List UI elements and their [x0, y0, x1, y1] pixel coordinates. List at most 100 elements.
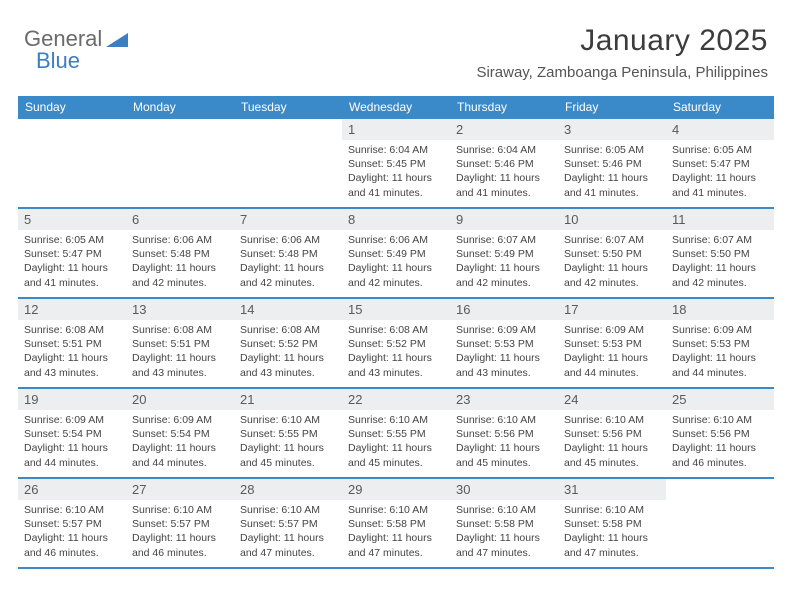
sunset-line: Sunset: 5:57 PM	[132, 517, 228, 531]
day-body: Sunrise: 6:04 AMSunset: 5:45 PMDaylight:…	[342, 140, 450, 206]
sunset-line: Sunset: 5:49 PM	[456, 247, 552, 261]
day-cell: 14Sunrise: 6:08 AMSunset: 5:52 PMDayligh…	[234, 299, 342, 387]
sunset-line: Sunset: 5:56 PM	[672, 427, 768, 441]
daylight-line: Daylight: 11 hours and 43 minutes.	[132, 351, 228, 379]
sunrise-line: Sunrise: 6:08 AM	[132, 323, 228, 337]
day-body: Sunrise: 6:08 AMSunset: 5:51 PMDaylight:…	[18, 320, 126, 386]
day-number: 31	[558, 479, 666, 500]
day-number: 15	[342, 299, 450, 320]
day-body: Sunrise: 6:05 AMSunset: 5:47 PMDaylight:…	[18, 230, 126, 296]
day-number: 30	[450, 479, 558, 500]
daylight-line: Daylight: 11 hours and 47 minutes.	[348, 531, 444, 559]
dow-monday: Monday	[126, 96, 234, 119]
day-body: Sunrise: 6:09 AMSunset: 5:53 PMDaylight:…	[666, 320, 774, 386]
sunrise-line: Sunrise: 6:09 AM	[564, 323, 660, 337]
daylight-line: Daylight: 11 hours and 44 minutes.	[132, 441, 228, 469]
day-body: Sunrise: 6:06 AMSunset: 5:49 PMDaylight:…	[342, 230, 450, 296]
week-row: 12Sunrise: 6:08 AMSunset: 5:51 PMDayligh…	[18, 299, 774, 389]
daylight-line: Daylight: 11 hours and 44 minutes.	[672, 351, 768, 379]
day-number: 5	[18, 209, 126, 230]
day-body: Sunrise: 6:07 AMSunset: 5:49 PMDaylight:…	[450, 230, 558, 296]
day-number: 1	[342, 119, 450, 140]
daylight-line: Daylight: 11 hours and 41 minutes.	[456, 171, 552, 199]
day-number: 26	[18, 479, 126, 500]
day-number: 8	[342, 209, 450, 230]
day-number: 16	[450, 299, 558, 320]
day-number: 25	[666, 389, 774, 410]
sunrise-line: Sunrise: 6:07 AM	[672, 233, 768, 247]
day-body: Sunrise: 6:10 AMSunset: 5:58 PMDaylight:…	[558, 500, 666, 566]
sunrise-line: Sunrise: 6:09 AM	[672, 323, 768, 337]
day-cell: 25Sunrise: 6:10 AMSunset: 5:56 PMDayligh…	[666, 389, 774, 477]
page-subtitle: Siraway, Zamboanga Peninsula, Philippine…	[476, 64, 768, 81]
day-cell	[234, 119, 342, 207]
daylight-line: Daylight: 11 hours and 42 minutes.	[240, 261, 336, 289]
daylight-line: Daylight: 11 hours and 43 minutes.	[456, 351, 552, 379]
sunset-line: Sunset: 5:55 PM	[240, 427, 336, 441]
day-number: 13	[126, 299, 234, 320]
sunrise-line: Sunrise: 6:08 AM	[240, 323, 336, 337]
day-number: 27	[126, 479, 234, 500]
day-cell: 20Sunrise: 6:09 AMSunset: 5:54 PMDayligh…	[126, 389, 234, 477]
day-body: Sunrise: 6:10 AMSunset: 5:56 PMDaylight:…	[666, 410, 774, 476]
sunset-line: Sunset: 5:45 PM	[348, 157, 444, 171]
day-number: 10	[558, 209, 666, 230]
sunrise-line: Sunrise: 6:10 AM	[672, 413, 768, 427]
daylight-line: Daylight: 11 hours and 45 minutes.	[456, 441, 552, 469]
calendar: SundayMondayTuesdayWednesdayThursdayFrid…	[18, 96, 774, 569]
daylight-line: Daylight: 11 hours and 43 minutes.	[240, 351, 336, 379]
day-number: 14	[234, 299, 342, 320]
day-cell: 29Sunrise: 6:10 AMSunset: 5:58 PMDayligh…	[342, 479, 450, 567]
sunset-line: Sunset: 5:58 PM	[564, 517, 660, 531]
sunset-line: Sunset: 5:53 PM	[564, 337, 660, 351]
sunset-line: Sunset: 5:51 PM	[132, 337, 228, 351]
dow-sunday: Sunday	[18, 96, 126, 119]
daylight-line: Daylight: 11 hours and 42 minutes.	[348, 261, 444, 289]
daylight-line: Daylight: 11 hours and 47 minutes.	[240, 531, 336, 559]
day-body: Sunrise: 6:05 AMSunset: 5:47 PMDaylight:…	[666, 140, 774, 206]
sunrise-line: Sunrise: 6:09 AM	[132, 413, 228, 427]
day-body: Sunrise: 6:10 AMSunset: 5:57 PMDaylight:…	[18, 500, 126, 566]
sunrise-line: Sunrise: 6:10 AM	[456, 503, 552, 517]
daylight-line: Daylight: 11 hours and 46 minutes.	[672, 441, 768, 469]
day-body: Sunrise: 6:09 AMSunset: 5:53 PMDaylight:…	[558, 320, 666, 386]
sunset-line: Sunset: 5:48 PM	[132, 247, 228, 261]
sunset-line: Sunset: 5:54 PM	[132, 427, 228, 441]
daylight-line: Daylight: 11 hours and 43 minutes.	[348, 351, 444, 379]
day-number: 29	[342, 479, 450, 500]
daylight-line: Daylight: 11 hours and 46 minutes.	[132, 531, 228, 559]
daylight-line: Daylight: 11 hours and 42 minutes.	[564, 261, 660, 289]
sunrise-line: Sunrise: 6:09 AM	[456, 323, 552, 337]
day-cell: 18Sunrise: 6:09 AMSunset: 5:53 PMDayligh…	[666, 299, 774, 387]
page-header: January 2025 Siraway, Zamboanga Peninsul…	[476, 24, 768, 81]
day-number: 18	[666, 299, 774, 320]
day-cell: 9Sunrise: 6:07 AMSunset: 5:49 PMDaylight…	[450, 209, 558, 297]
daylight-line: Daylight: 11 hours and 42 minutes.	[132, 261, 228, 289]
sunset-line: Sunset: 5:52 PM	[348, 337, 444, 351]
dow-saturday: Saturday	[666, 96, 774, 119]
sunset-line: Sunset: 5:58 PM	[348, 517, 444, 531]
sunrise-line: Sunrise: 6:10 AM	[564, 413, 660, 427]
daylight-line: Daylight: 11 hours and 46 minutes.	[24, 531, 120, 559]
day-cell	[18, 119, 126, 207]
day-cell: 27Sunrise: 6:10 AMSunset: 5:57 PMDayligh…	[126, 479, 234, 567]
day-body: Sunrise: 6:10 AMSunset: 5:56 PMDaylight:…	[558, 410, 666, 476]
daylight-line: Daylight: 11 hours and 44 minutes.	[564, 351, 660, 379]
day-number: 11	[666, 209, 774, 230]
sunset-line: Sunset: 5:46 PM	[564, 157, 660, 171]
sunrise-line: Sunrise: 6:08 AM	[24, 323, 120, 337]
daylight-line: Daylight: 11 hours and 45 minutes.	[348, 441, 444, 469]
dow-thursday: Thursday	[450, 96, 558, 119]
page-title: January 2025	[476, 24, 768, 58]
day-cell: 4Sunrise: 6:05 AMSunset: 5:47 PMDaylight…	[666, 119, 774, 207]
day-cell: 3Sunrise: 6:05 AMSunset: 5:46 PMDaylight…	[558, 119, 666, 207]
day-body: Sunrise: 6:08 AMSunset: 5:51 PMDaylight:…	[126, 320, 234, 386]
sunrise-line: Sunrise: 6:07 AM	[564, 233, 660, 247]
day-body: Sunrise: 6:10 AMSunset: 5:57 PMDaylight:…	[234, 500, 342, 566]
daylight-line: Daylight: 11 hours and 44 minutes.	[24, 441, 120, 469]
day-number: 2	[450, 119, 558, 140]
sunset-line: Sunset: 5:49 PM	[348, 247, 444, 261]
day-number: 6	[126, 209, 234, 230]
logo-text-2: Blue	[36, 48, 80, 74]
day-cell: 13Sunrise: 6:08 AMSunset: 5:51 PMDayligh…	[126, 299, 234, 387]
